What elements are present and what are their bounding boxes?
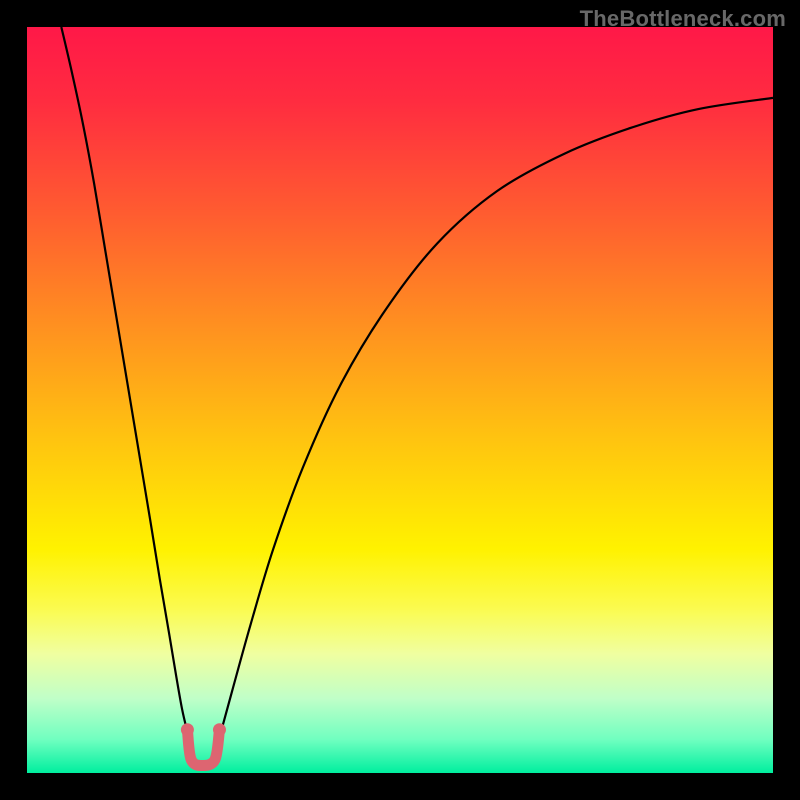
gradient-background [27, 27, 773, 773]
bottleneck-chart [27, 27, 773, 773]
plot-area [27, 27, 773, 773]
figure-outer: TheBottleneck.com [0, 0, 800, 800]
watermark-text: TheBottleneck.com [580, 6, 786, 32]
